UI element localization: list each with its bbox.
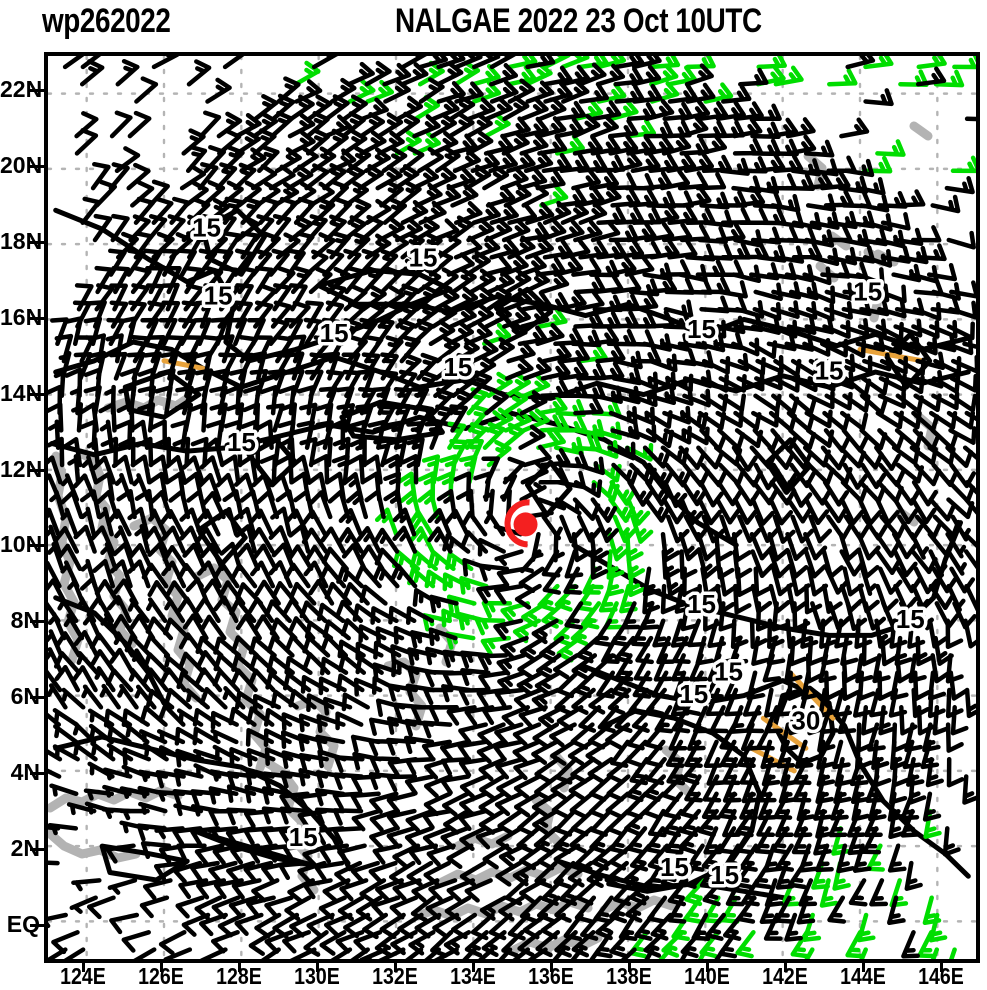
- contour-label: 15: [714, 657, 743, 687]
- contour-value-labels: 1515151515151515151515151515151515151515…: [189, 209, 929, 893]
- contour-label: 15: [660, 852, 689, 882]
- contour-label: 15: [320, 318, 349, 348]
- contour-label: 30: [791, 705, 820, 735]
- contour-label: 15: [289, 822, 318, 852]
- y-axis-tick: [30, 316, 44, 320]
- contour-label-halo: 15: [204, 280, 233, 310]
- y-axis-tick: [30, 88, 44, 92]
- contour-label-halo: 15: [227, 427, 256, 457]
- wind-barbs-light: [48, 56, 976, 959]
- contour-label-halo: 15: [714, 657, 743, 687]
- contour-label-halo: 15: [687, 314, 716, 344]
- storm-id-label: wp262022: [42, 2, 171, 40]
- x-axis-tick: [784, 960, 787, 972]
- contour-label: 15: [896, 604, 925, 634]
- contour-label-halo: 15: [320, 318, 349, 348]
- contour-label: 15: [853, 277, 882, 307]
- contour-label: 15: [192, 213, 221, 243]
- x-axis-tick: [550, 960, 553, 972]
- y-axis-tick: [30, 392, 44, 396]
- chart-header: wp262022 NALGAE 2022 23 Oct 10UTC: [0, 0, 987, 46]
- x-axis-tick: [160, 960, 163, 972]
- contour-label-halo: 15: [660, 852, 689, 882]
- y-axis-tick: [30, 924, 44, 928]
- y-axis-tick: [30, 620, 44, 624]
- x-axis-tick: [316, 960, 319, 972]
- contour-label-halo: 30: [791, 705, 820, 735]
- contour-label: 15: [409, 243, 438, 273]
- x-axis-tick: [862, 960, 865, 972]
- contour-label: 15: [687, 589, 716, 619]
- x-axis-tick: [82, 960, 85, 972]
- contour-label-halo: 15: [687, 589, 716, 619]
- wind-barbs-moderate: [293, 56, 976, 959]
- y-axis-tick: [30, 772, 44, 776]
- contour-label-halo: 15: [192, 213, 221, 243]
- y-axis-tick: [30, 164, 44, 168]
- contour-label: 15: [204, 280, 233, 310]
- x-axis-tick: [628, 960, 631, 972]
- y-axis-tick: [30, 468, 44, 472]
- wind-field-canvas: 1515151515151515151515151515151515151515…: [48, 56, 976, 959]
- y-axis-tick: [30, 240, 44, 244]
- contour-label: 15: [443, 352, 472, 382]
- contour-label: 15: [687, 314, 716, 344]
- x-axis-tick: [238, 960, 241, 972]
- x-axis-tick: [940, 960, 943, 972]
- contour-label: 15: [679, 679, 708, 709]
- y-axis-tick: [30, 544, 44, 548]
- storm-center-marker: [504, 499, 538, 548]
- x-axis-tick: [472, 960, 475, 972]
- contour-label-halo: 15: [896, 604, 925, 634]
- y-axis-tick: [30, 696, 44, 700]
- contour-label: 15: [227, 427, 256, 457]
- contour-label-halo: 15: [710, 860, 739, 890]
- contour-label: 15: [815, 356, 844, 386]
- y-axis-tick: [30, 848, 44, 852]
- contour-label-halo: 15: [289, 822, 318, 852]
- contour-label-halo: 15: [443, 352, 472, 382]
- contour-label-halo: 15: [409, 243, 438, 273]
- x-axis-tick: [706, 960, 709, 972]
- contour-label-halo: 15: [853, 277, 882, 307]
- storm-name-datetime-label: NALGAE 2022 23 Oct 10UTC: [395, 2, 762, 40]
- map-plot-area: 15 15 15 15 15 15 15 15 15 15 15 15 15 15 15 15 15 15 15 15…: [44, 52, 980, 963]
- contour-label: 15: [710, 860, 739, 890]
- x-axis-tick: [394, 960, 397, 972]
- storm-center-spiral: [504, 499, 530, 548]
- storm-center-dot: [513, 512, 538, 537]
- contour-label-halo: 15: [679, 679, 708, 709]
- contour-label-halo: 15: [815, 356, 844, 386]
